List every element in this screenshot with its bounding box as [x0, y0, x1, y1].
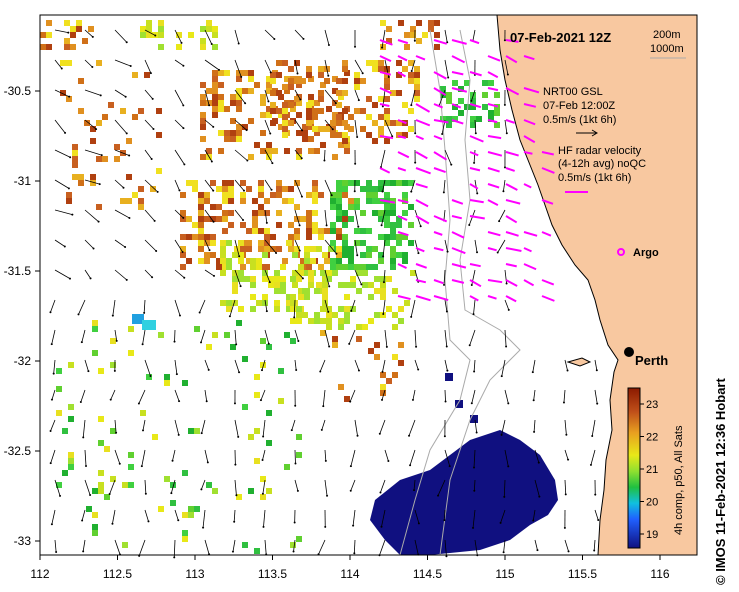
x-tick-label: 115 — [495, 567, 514, 581]
hf-scale-label: 0.5m/s (1kt 6h) — [558, 172, 631, 184]
map-title: 07-Feb-2021 12Z — [510, 30, 611, 45]
gsl-label-line2: 07-Feb 12:00Z — [543, 100, 615, 112]
x-tick-label: 114.5 — [413, 567, 442, 581]
colorbar-tick-label: 19 — [646, 529, 658, 541]
gsl-scale-arrowhead — [591, 129, 598, 137]
x-tick-label: 112 — [30, 567, 49, 581]
y-tick-label: -32.5 — [4, 444, 32, 458]
perth-label: Perth — [635, 353, 668, 368]
land — [496, 14, 698, 556]
depth-legend-1000m: 1000m — [650, 43, 684, 55]
colorbar-tick-label: 20 — [646, 497, 658, 509]
gsl-label-line1: NRT00 GSL — [543, 86, 603, 98]
perth-marker-icon — [624, 347, 634, 357]
x-axis: 112 112.5 113 113.5 114 114.5 115 115.5 116 — [30, 555, 670, 581]
y-tick-label: -32 — [14, 354, 32, 368]
x-tick-label: 115.5 — [568, 567, 597, 581]
x-tick-label: 113.5 — [258, 567, 287, 581]
y-axis: -30.5 -31 -31.5 -32 -32.5 -33 — [4, 84, 40, 548]
hf-radar-vectors — [379, 39, 555, 303]
colorbar-tick-label: 21 — [646, 464, 658, 476]
colorbar-gradient — [627, 387, 641, 549]
colorbar: 23 22 21 20 19 — [627, 387, 658, 549]
x-tick-label: 113 — [185, 567, 204, 581]
sst-pixels — [40, 20, 500, 554]
x-tick-label: 112.5 — [103, 567, 132, 581]
argo-label: Argo — [633, 247, 659, 259]
y-tick-label: -30.5 — [4, 84, 32, 98]
cold-water-patch — [370, 373, 558, 555]
gsl-scale-label: 0.5m/s (1kt 6h) — [543, 114, 616, 126]
y-tick-label: -31.5 — [4, 264, 32, 278]
plot-frame — [39, 14, 698, 556]
y-tick-label: -31 — [14, 174, 32, 188]
gsl-vector-field — [49, 29, 600, 559]
colorbar-tick-label: 22 — [646, 432, 658, 444]
depth-legend-200m: 200m — [653, 29, 681, 41]
x-tick-label: 116 — [650, 567, 669, 581]
hf-label-line1: HF radar velocity — [558, 145, 642, 157]
y-tick-label: -33 — [14, 534, 32, 548]
imos-credit: © IMOS 11-Feb-2021 12:36 Hobart — [713, 378, 728, 585]
colorbar-label: 4h comp, p50, All Sats — [673, 425, 685, 535]
argo-marker-icon — [617, 248, 625, 256]
hf-label-line2: (4-12h avg) noQC — [558, 158, 646, 170]
colorbar-tick-label: 23 — [646, 399, 658, 411]
x-tick-label: 114 — [340, 567, 359, 581]
